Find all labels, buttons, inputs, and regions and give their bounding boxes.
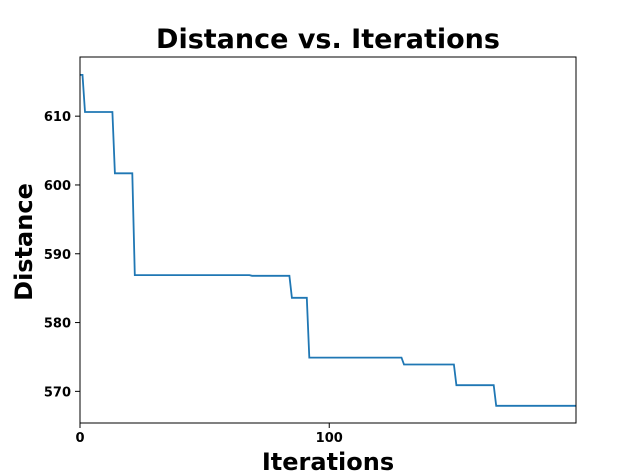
x-tick-label: 0 (75, 431, 84, 446)
y-tick-label: 610 (44, 110, 71, 125)
chart-title: Distance vs. Iterations (156, 24, 500, 55)
x-tick-label: 100 (316, 431, 343, 446)
y-tick-label: 580 (44, 317, 71, 332)
plot-area (79, 56, 577, 424)
axes-frame (79, 56, 577, 424)
y-tick-label: 600 (44, 179, 71, 194)
y-axis-ticks: 570 580 590 600 610 (44, 110, 80, 400)
series-line (80, 74, 576, 407)
y-axis-label: Distance (10, 183, 38, 301)
y-tick-label: 590 (44, 248, 71, 263)
y-tick-label: 570 (44, 385, 71, 400)
x-axis-label: Iterations (262, 448, 394, 476)
x-axis-ticks: 0 100 (75, 423, 343, 446)
